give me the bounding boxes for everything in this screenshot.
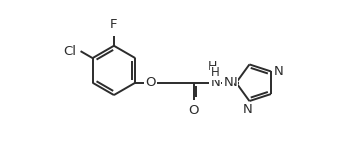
Text: H: H (211, 76, 220, 89)
Text: O: O (146, 76, 156, 89)
Text: H: H (207, 60, 217, 73)
Text: O: O (189, 104, 199, 117)
Text: N: N (274, 65, 284, 78)
Text: H: H (211, 66, 220, 79)
Text: N: N (223, 76, 233, 89)
Text: N: N (243, 103, 253, 116)
Text: N: N (227, 76, 237, 89)
Text: Cl: Cl (63, 45, 76, 58)
Text: F: F (110, 18, 118, 31)
Text: N: N (210, 76, 220, 89)
